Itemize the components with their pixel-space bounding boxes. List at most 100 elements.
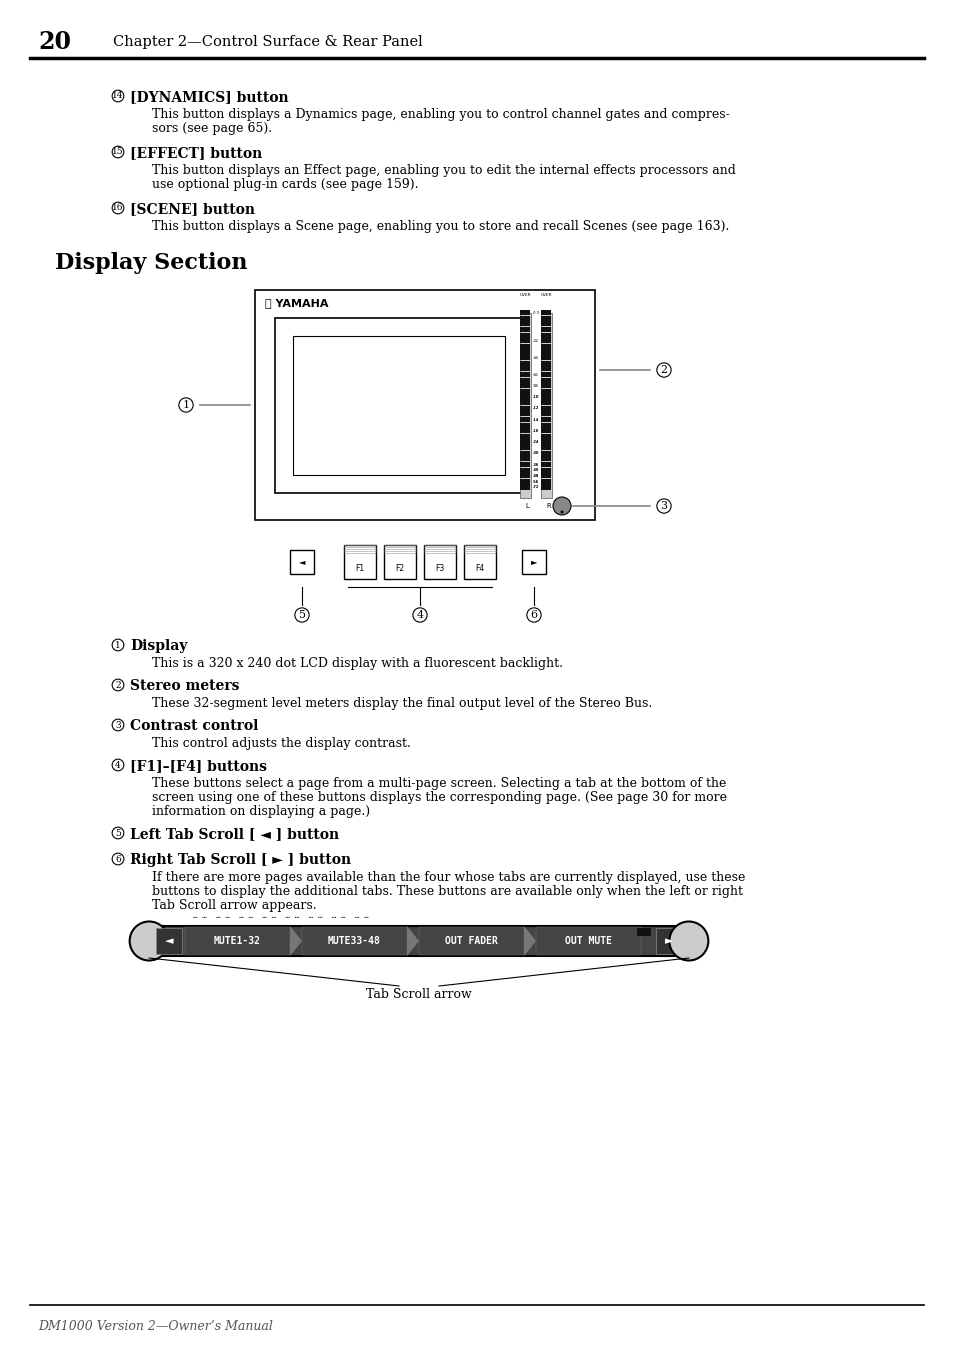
- Text: [EFFECT] button: [EFFECT] button: [130, 146, 262, 159]
- Text: 5: 5: [115, 828, 121, 838]
- Text: 3: 3: [115, 720, 121, 730]
- Text: F3: F3: [435, 563, 444, 573]
- Bar: [541, 405, 551, 411]
- Bar: [541, 439, 551, 444]
- Bar: [520, 384, 530, 388]
- Bar: [541, 394, 551, 400]
- Bar: [520, 394, 530, 400]
- Bar: [520, 434, 530, 439]
- Text: Stereo meters: Stereo meters: [130, 680, 239, 693]
- Bar: [541, 467, 551, 473]
- Text: This control adjusts the display contrast.: This control adjusts the display contras…: [152, 738, 411, 750]
- Text: F1: F1: [355, 563, 364, 573]
- Text: use optional plug-in cards (see page 159).: use optional plug-in cards (see page 159…: [152, 178, 418, 190]
- Bar: [520, 417, 530, 422]
- Bar: [520, 327, 530, 332]
- Bar: [541, 417, 551, 422]
- Text: -16: -16: [533, 428, 538, 432]
- Bar: [519, 313, 531, 499]
- Bar: [520, 467, 530, 473]
- Text: -56: -56: [533, 480, 538, 484]
- Bar: [541, 384, 551, 388]
- Text: -16: -16: [532, 428, 538, 432]
- Bar: [541, 338, 551, 343]
- Circle shape: [560, 511, 563, 513]
- Bar: [254, 290, 595, 520]
- Bar: [637, 928, 650, 936]
- Text: OUT MUTE: OUT MUTE: [564, 936, 612, 946]
- Bar: [520, 322, 530, 327]
- Text: -36: -36: [533, 462, 538, 466]
- Bar: [293, 336, 504, 476]
- Bar: [541, 423, 551, 428]
- Circle shape: [130, 921, 169, 961]
- Bar: [541, 343, 551, 349]
- Bar: [541, 355, 551, 361]
- Polygon shape: [523, 925, 536, 957]
- Text: These buttons select a page from a multi-page screen. Selecting a tab at the bot: These buttons select a page from a multi…: [152, 777, 725, 790]
- Bar: [274, 317, 522, 493]
- Text: 1: 1: [182, 400, 190, 409]
- Bar: [520, 444, 530, 450]
- Text: [F1]–[F4] buttons: [F1]–[F4] buttons: [130, 759, 267, 773]
- Text: This button displays a Dynamics page, enabling you to control channel gates and : This button displays a Dynamics page, en…: [152, 108, 729, 122]
- Bar: [541, 366, 551, 372]
- Text: MUTE33-48: MUTE33-48: [328, 936, 380, 946]
- Bar: [541, 444, 551, 450]
- Bar: [520, 309, 530, 315]
- Text: [DYNAMICS] button: [DYNAMICS] button: [130, 91, 289, 104]
- Bar: [656, 928, 681, 954]
- Text: 2: 2: [115, 681, 121, 689]
- Bar: [156, 928, 182, 954]
- Bar: [541, 361, 551, 366]
- Text: -6: -6: [533, 373, 537, 377]
- Text: ◄: ◄: [298, 558, 305, 566]
- Text: F2: F2: [395, 563, 404, 573]
- Text: Display: Display: [130, 639, 188, 653]
- Bar: [520, 361, 530, 366]
- Bar: [520, 462, 530, 467]
- Text: 1: 1: [115, 640, 121, 650]
- Text: -2: -2: [535, 339, 538, 343]
- Bar: [520, 439, 530, 444]
- Text: Tab Scroll arrow appears.: Tab Scroll arrow appears.: [152, 898, 316, 912]
- Text: sors (see page 65).: sors (see page 65).: [152, 122, 272, 135]
- Bar: [541, 411, 551, 416]
- Bar: [520, 405, 530, 411]
- Bar: [520, 350, 530, 354]
- Bar: [536, 927, 640, 955]
- Text: ◄: ◄: [165, 936, 173, 946]
- Text: -24: -24: [532, 440, 538, 444]
- Text: -14: -14: [532, 417, 538, 422]
- Text: Tab Scroll arrow: Tab Scroll arrow: [366, 988, 472, 1001]
- Text: 6: 6: [530, 611, 537, 620]
- Text: -36: -36: [532, 462, 538, 466]
- Bar: [520, 478, 530, 484]
- Bar: [520, 316, 530, 320]
- Text: 0: 0: [536, 311, 538, 315]
- Bar: [520, 355, 530, 361]
- Text: 16: 16: [112, 204, 124, 212]
- Text: MUTE1-32: MUTE1-32: [213, 936, 261, 946]
- Bar: [344, 544, 375, 580]
- Text: [SCENE] button: [SCENE] button: [130, 203, 254, 216]
- Bar: [384, 544, 416, 555]
- Bar: [541, 451, 551, 455]
- Bar: [463, 544, 496, 555]
- Text: These 32-segment level meters display the final output level of the Stereo Bus.: These 32-segment level meters display th…: [152, 697, 652, 711]
- Text: -40: -40: [532, 469, 538, 473]
- Text: screen using one of these buttons displays the corresponding page. (See page 30 : screen using one of these buttons displa…: [152, 790, 726, 804]
- Bar: [541, 377, 551, 382]
- Bar: [541, 434, 551, 439]
- Text: -72: -72: [533, 485, 538, 489]
- Bar: [418, 927, 523, 955]
- Text: 2: 2: [659, 365, 667, 376]
- Text: -48: -48: [532, 474, 538, 478]
- Text: DM1000 Version 2—Owner’s Manual: DM1000 Version 2—Owner’s Manual: [38, 1320, 273, 1333]
- Text: OVER: OVER: [519, 293, 531, 297]
- Polygon shape: [290, 925, 302, 957]
- Bar: [520, 423, 530, 428]
- Bar: [520, 457, 530, 462]
- Text: -6: -6: [535, 373, 538, 377]
- Text: This is a 320 x 240 dot LCD display with a fluorescent backlight.: This is a 320 x 240 dot LCD display with…: [152, 657, 562, 670]
